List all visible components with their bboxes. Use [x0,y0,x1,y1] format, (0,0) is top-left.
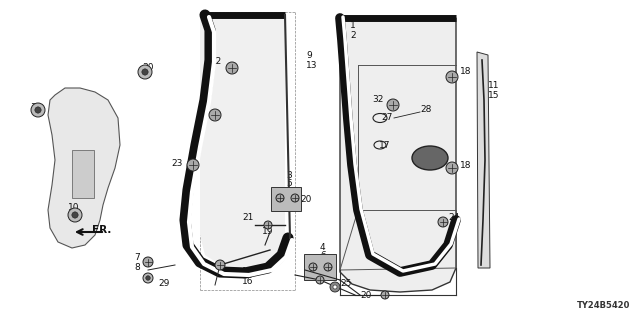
Text: 11: 11 [488,82,499,91]
Text: 10: 10 [68,204,80,212]
Circle shape [276,194,284,202]
Text: 14: 14 [68,213,80,222]
Circle shape [309,263,317,271]
Text: 22: 22 [211,58,222,67]
Text: 20: 20 [360,291,371,300]
Circle shape [215,260,225,270]
Circle shape [387,99,399,111]
FancyBboxPatch shape [72,150,94,198]
Text: 30: 30 [142,63,154,73]
Polygon shape [340,18,456,292]
Circle shape [68,208,82,222]
Text: 6: 6 [320,252,326,260]
Circle shape [143,257,153,267]
Text: 18: 18 [460,68,472,76]
Circle shape [291,194,299,202]
Text: 12: 12 [243,268,253,276]
Text: 15: 15 [488,92,499,100]
Text: 2: 2 [350,30,356,39]
Circle shape [438,217,448,227]
Polygon shape [48,88,120,248]
Text: 23: 23 [172,158,183,167]
Text: 31: 31 [30,103,42,113]
Circle shape [446,71,458,83]
Text: 3: 3 [286,171,292,180]
Circle shape [264,221,272,229]
Circle shape [146,276,150,280]
Text: 17: 17 [378,140,390,149]
Text: 27: 27 [381,114,393,123]
Circle shape [31,103,45,117]
Polygon shape [477,52,490,268]
Text: 16: 16 [243,277,253,286]
Circle shape [72,212,78,218]
Text: 21: 21 [243,213,253,222]
Circle shape [143,273,153,283]
Circle shape [209,109,221,121]
Circle shape [446,162,458,174]
Circle shape [187,159,199,171]
Text: 19: 19 [262,228,274,236]
Circle shape [142,69,148,75]
FancyBboxPatch shape [271,187,301,211]
Text: 5: 5 [286,180,292,188]
Text: 13: 13 [306,60,317,69]
Circle shape [333,285,337,289]
Circle shape [226,62,238,74]
Text: 25: 25 [340,279,351,289]
Text: 28: 28 [420,106,431,115]
Circle shape [316,276,324,284]
Text: 4: 4 [320,243,326,252]
Ellipse shape [412,146,448,170]
Text: 8: 8 [134,262,140,271]
Text: 20: 20 [300,195,312,204]
Text: 9: 9 [306,52,312,60]
Text: 18: 18 [460,161,472,170]
Text: 26: 26 [198,108,210,116]
Circle shape [35,107,41,113]
Text: 24: 24 [448,213,460,222]
Text: FR.: FR. [92,225,111,235]
Text: 7: 7 [134,253,140,262]
FancyBboxPatch shape [304,254,336,280]
Text: 19: 19 [320,267,332,276]
Circle shape [330,282,340,292]
Text: 32: 32 [372,95,384,105]
Circle shape [324,263,332,271]
Circle shape [381,291,389,299]
Text: 29: 29 [158,278,170,287]
Text: TY24B5420: TY24B5420 [577,301,630,310]
Polygon shape [200,18,285,270]
Circle shape [138,65,152,79]
Text: 1: 1 [350,20,356,29]
